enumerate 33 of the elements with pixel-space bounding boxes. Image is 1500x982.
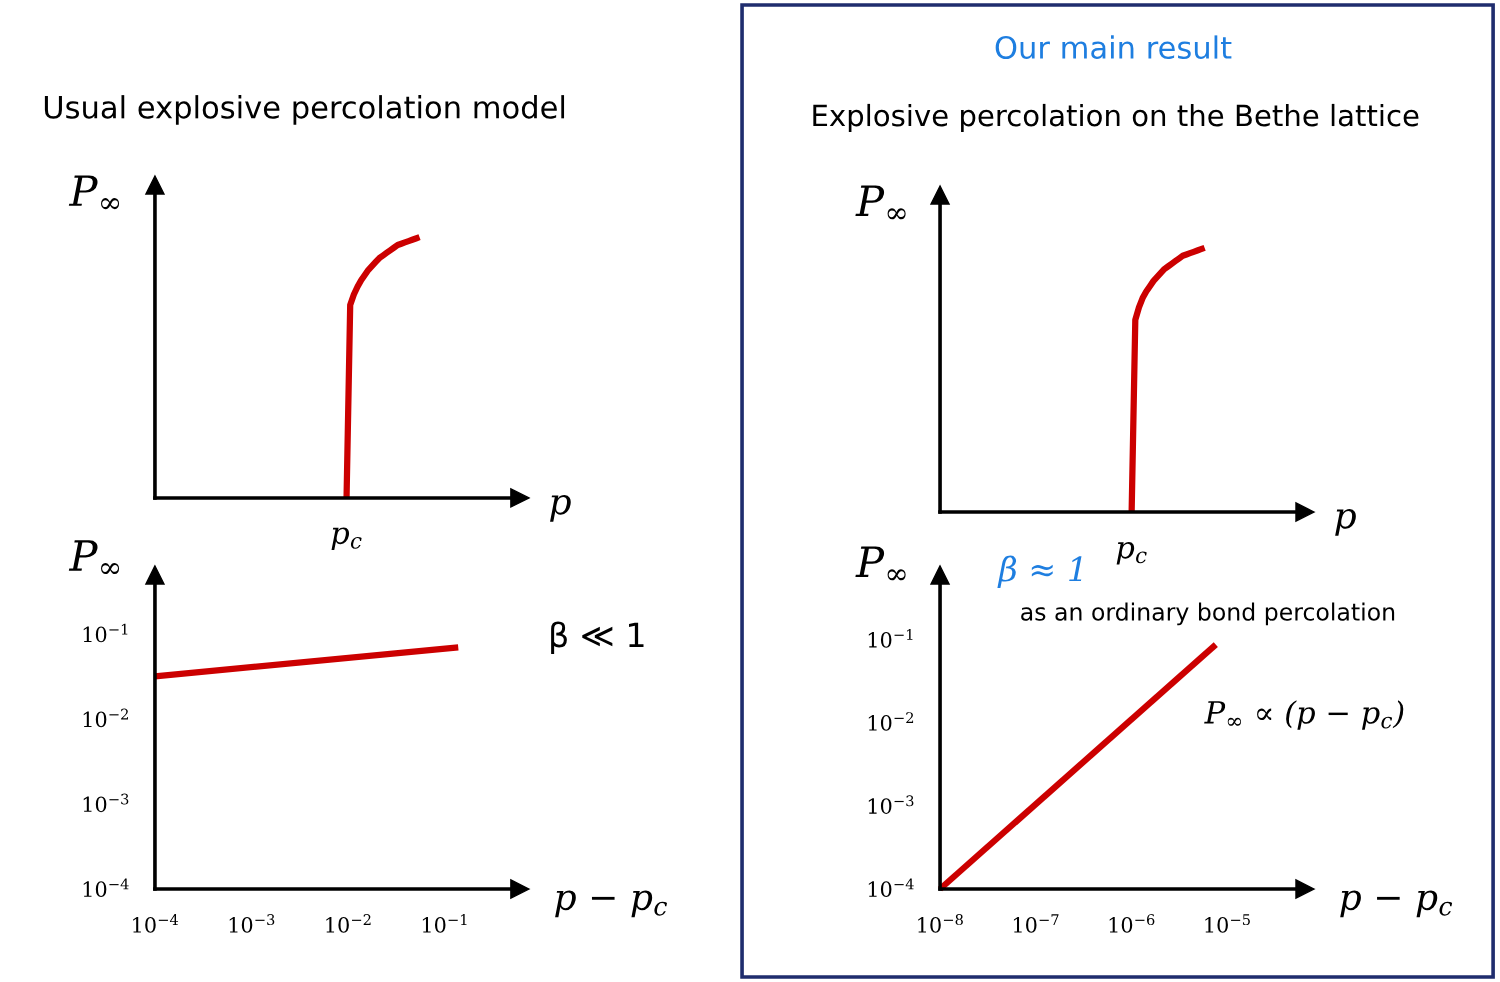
chart-title: Our main result	[995, 35, 1232, 60]
x-tick-label: 10$^{−6}$	[1109, 914, 1155, 933]
x-axis-title: p	[550, 494, 571, 522]
y-tick-label: 10$^{−3}$	[868, 795, 914, 814]
y-tick-label: 10$^{−3}$	[83, 793, 129, 813]
y-axis-title: P$_{∞}$	[68, 540, 120, 575]
y-axis-title: P$_{∞}$	[68, 175, 120, 210]
x-tick-label: 10$^{−2}$	[326, 914, 371, 933]
x-axis-title: p	[1335, 509, 1356, 536]
x-tick-label: 10$^{−4}$	[133, 914, 179, 933]
y-tick-label: 10$^{−2}$	[868, 712, 914, 731]
x-tick-label: 10$^{−7}$	[1013, 914, 1059, 933]
text: p$_{c}$	[331, 527, 362, 551]
x-axis-title: p − p$_{c}$	[555, 890, 667, 918]
y-tick-label: 10$^{−2}$	[83, 708, 128, 728]
annotation: as an ordinary bond percolation	[1021, 602, 1395, 626]
y-axis-title: P$_{∞}$	[855, 185, 906, 220]
y-tick-label: 10$^{−1}$	[83, 623, 128, 643]
x-tick-label: 10$^{−5}$	[1205, 914, 1250, 933]
y-axis-title: P$_{∞}$	[855, 546, 906, 581]
annotation: β ≈ 1	[997, 555, 1082, 589]
text: p$_{c}$	[1116, 541, 1147, 565]
x-tick-label: 10$^{−8}$	[918, 914, 963, 933]
x-axis-title: p − p$_{c}$	[1340, 890, 1453, 918]
x-tick-label: 10$^{−1}$	[422, 914, 467, 933]
annotation: P$_{∞}$ ∝ (p − p$_{c}$)	[1204, 700, 1404, 730]
y-tick-label: 10$^{−1}$	[868, 629, 913, 648]
chart-title: Usual explosive percolation model	[44, 95, 565, 125]
text: β ≪ 1	[551, 621, 644, 654]
x-tick-label: 10$^{−3}$	[229, 914, 275, 933]
y-tick-label: 10$^{−4}$	[83, 878, 129, 898]
chart-subtitle: Explosive percolation on the Bethe lattice	[813, 103, 1419, 133]
y-tick-label: 10$^{−4}$	[868, 878, 914, 898]
